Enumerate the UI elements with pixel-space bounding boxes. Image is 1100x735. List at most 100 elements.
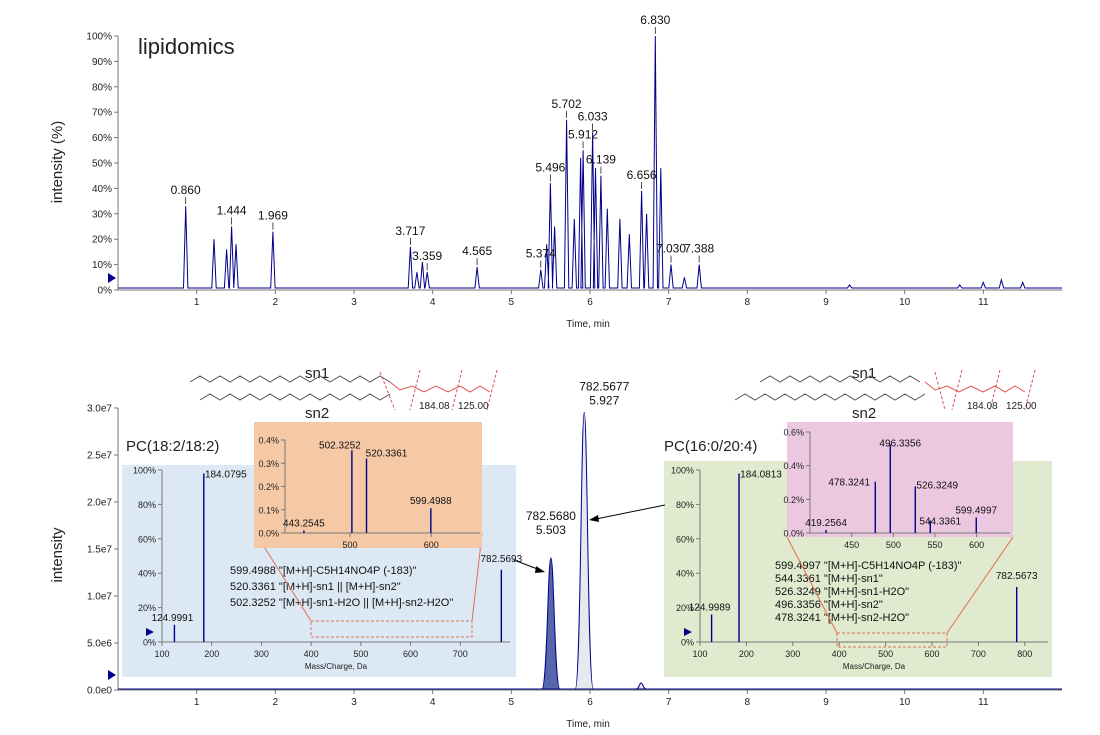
x-tick-label: 450: [844, 540, 859, 550]
top-trace-line: [118, 35, 1062, 289]
bottom-x-axis-label: Time, min: [566, 719, 610, 730]
left-fragment-note-3: 502.3252 "[M+H]-sn1-H2O || [M+H]-sn2-H2O…: [230, 597, 453, 609]
y-tick-label: 60%: [92, 133, 112, 144]
right-structure-chain-2: [734, 393, 926, 401]
left-zoom-connector-a: [255, 533, 312, 622]
bottom-chromatogram: intensity Time, min 0.0e0 5.0e6 1.0e7 1.5e7…: [49, 379, 1062, 730]
left-cut-1: [379, 371, 396, 411]
peak-annotation-label: 5.702: [552, 97, 582, 111]
x-tick-label: 10: [899, 297, 911, 308]
spectrum-peak-label: 478.3241: [828, 478, 870, 489]
spectrum-peak-label: 782.5673: [996, 571, 1038, 582]
x-tick-label: 5: [509, 297, 515, 308]
y-tick-label: 0%: [143, 638, 156, 648]
right-zoom-box: [836, 632, 948, 648]
spectrum-peak-label: 526.3249: [916, 480, 958, 491]
top-baseline-arrow-icon: [108, 273, 116, 283]
left-structure-chain-2: [199, 393, 391, 401]
x-tick-label: 600: [924, 649, 939, 659]
x-tick-label: 800: [1017, 649, 1032, 659]
x-tick-label: 700: [453, 649, 468, 659]
x-tick-label: 500: [878, 649, 893, 659]
left-panel-title: PC(18:2/18:2): [126, 438, 219, 455]
x-tick-label: 9: [823, 697, 829, 708]
peak-annotation-label: 6.656: [627, 168, 657, 182]
y-tick-label: 40%: [92, 184, 112, 195]
y-tick-label: 0%: [681, 638, 694, 648]
x-tick-label: 500: [886, 540, 901, 550]
left-cut-3: [451, 369, 463, 411]
spectrum-peak-label: 496.3356: [879, 438, 921, 449]
y-tick-label: 80%: [138, 500, 156, 510]
x-tick-label: 600: [424, 540, 439, 550]
y-tick-label: 90%: [92, 57, 112, 68]
x-tick-label: 1: [194, 297, 200, 308]
x-tick-label: 600: [403, 649, 418, 659]
spectrum-peak-label: 184.0813: [740, 469, 782, 480]
y-tick-label: 3.0e7: [87, 404, 112, 415]
y-tick-label: 30%: [92, 209, 112, 220]
y-tick-label: 0.0%: [258, 529, 279, 539]
x-tick-label: 400: [304, 649, 319, 659]
chromatogram-peak: [574, 411, 594, 690]
left-structure-headgroup: [389, 381, 491, 393]
peak-annotation-label: 5.912: [568, 127, 598, 141]
x-tick-label: 4: [430, 697, 436, 708]
x-tick-label: 1: [194, 697, 200, 708]
right-fragment-note-4: 496.3356 "[M+H]-sn2": [775, 599, 883, 611]
chromatogram-peak: [541, 557, 561, 690]
peak-annotation-label: 1.444: [217, 204, 247, 218]
right-pointer-line: [595, 504, 666, 520]
y-tick-label: 40%: [676, 569, 694, 579]
right-cut-4: [1024, 369, 1036, 411]
y-tick-label: 40%: [138, 569, 156, 579]
y-tick-label: 0.4%: [783, 461, 804, 471]
x-tick-label: 100: [692, 649, 707, 659]
spectrum-peak-label: 599.4988: [410, 496, 452, 507]
left-inset-background: [254, 422, 482, 548]
peak-annotation-label: 6.830: [640, 13, 670, 27]
right-fragment-note-2: 544.3361 "[M+H]-sn1": [775, 573, 883, 585]
spectrum-baseline-arrow-icon: [146, 628, 154, 636]
x-tick-label: 2: [273, 297, 279, 308]
x-tick-label: 3: [351, 297, 357, 308]
y-tick-label: 100%: [86, 32, 112, 43]
y-tick-label: 100%: [133, 466, 156, 476]
x-tick-label: 11: [978, 297, 989, 308]
left-pointer-arrow-icon: [535, 566, 545, 573]
left-zoom-connector-b: [471, 533, 483, 622]
spectrum-peak-label: 419.2564: [805, 518, 847, 529]
bottom-y-axis-label: intensity: [49, 527, 66, 583]
y-tick-label: 2.5e7: [87, 451, 112, 462]
x-tick-label: 8: [745, 697, 751, 708]
peak-rt-label: 5.927: [589, 393, 619, 407]
chromatogram-peak: [636, 682, 647, 690]
y-tick-label: 0.1%: [258, 505, 279, 515]
y-tick-label: 5.0e6: [87, 639, 112, 650]
spectrum-peak-label: 520.3361: [366, 449, 408, 460]
x-tick-label: 600: [969, 540, 984, 550]
right-fragment-label-1: 184.08: [967, 401, 998, 412]
x-tick-label: 10: [899, 697, 911, 708]
x-tick-label: 3: [351, 697, 357, 708]
y-tick-label: 10%: [92, 260, 112, 271]
spectrum-peak-label: 124.9989: [689, 602, 731, 613]
x-tick-label: 11: [978, 697, 989, 708]
y-tick-label: 0.2%: [783, 495, 804, 505]
peak-annotation-label: 5.496: [535, 160, 565, 174]
y-tick-label: 20%: [92, 235, 112, 246]
left-cut-2: [409, 369, 421, 411]
spectrum-peak-label: 782.5693: [480, 554, 522, 565]
x-tick-label: 5: [509, 697, 515, 708]
peak-annotation-label: 6.033: [578, 110, 608, 124]
peak-annotation-label: 4.565: [462, 244, 492, 258]
y-tick-label: 20%: [676, 603, 694, 613]
right-zoom-connector-b: [946, 536, 1014, 634]
y-tick-label: 80%: [92, 82, 112, 93]
x-tick-label: 500: [342, 540, 357, 550]
spectrum-peak-label: 599.4997: [955, 505, 997, 516]
peak-annotation-label: 3.359: [412, 249, 442, 263]
left-structure-sn2-label: sn2: [305, 405, 329, 422]
left-zoom-box: [310, 620, 473, 638]
